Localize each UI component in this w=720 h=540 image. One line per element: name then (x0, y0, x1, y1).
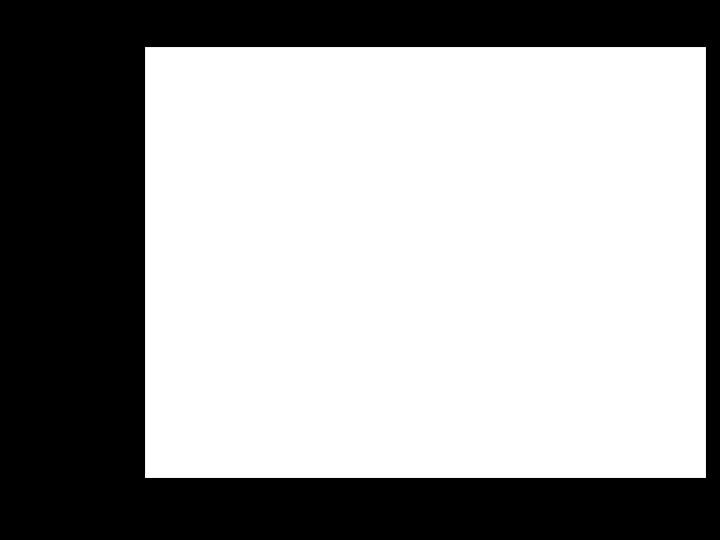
Title: p-Tau / Tau: p-Tau / Tau (599, 371, 639, 380)
Title: IFN-γ: IFN-γ (235, 155, 255, 164)
Bar (448, 111, 485, 134)
Bar (635, 444, 672, 458)
Text: D: D (138, 158, 146, 168)
Text: *: * (277, 91, 281, 99)
Text: A: A (138, 50, 145, 60)
Title: p-Tau: p-Tau (423, 371, 442, 380)
Bar (448, 293, 485, 350)
Bar (192, 455, 230, 458)
Title: 8-OHdG: 8-OHdG (417, 263, 447, 272)
Bar (261, 106, 298, 134)
Text: J: J (325, 374, 328, 384)
Y-axis label: pg/mL: pg/mL (141, 303, 146, 320)
Text: *: * (464, 96, 468, 105)
Bar (379, 207, 417, 242)
Bar (261, 197, 298, 242)
Bar (261, 349, 298, 350)
Text: B: B (325, 50, 333, 60)
Bar (379, 338, 417, 350)
Bar (567, 209, 604, 242)
Bar (448, 456, 485, 458)
Y-axis label: Ratio: Ratio (518, 413, 523, 427)
Y-axis label: pg/mL: pg/mL (146, 411, 151, 428)
Y-axis label: Ratio: Ratio (526, 89, 531, 102)
Y-axis label: ng/mL: ng/mL (338, 195, 343, 212)
Bar (567, 133, 604, 134)
Text: **: ** (462, 162, 470, 171)
Title: IDO: IDO (426, 155, 439, 164)
Bar (448, 176, 485, 242)
Bar (261, 410, 298, 458)
Text: ELSEVIER: ELSEVIER (37, 500, 71, 504)
Text: *: * (277, 390, 281, 399)
Text: Figure 4: Figure 4 (329, 24, 391, 39)
Title: Aβ₄₀: Aβ₄₀ (237, 47, 253, 56)
Bar (567, 452, 604, 458)
Text: H: H (325, 266, 333, 276)
Text: *: * (209, 267, 213, 276)
Text: C: C (512, 50, 519, 60)
Bar (635, 183, 672, 242)
Text: F: F (512, 158, 519, 168)
Title: Tau: Tau (238, 371, 251, 380)
Bar (379, 457, 417, 458)
Text: E: E (325, 158, 332, 168)
Title: Aβ₄₂: Aβ₄₂ (424, 47, 441, 56)
Bar (192, 133, 230, 134)
Y-axis label: pg/mL: pg/mL (145, 87, 150, 104)
Y-axis label: mg/mL: mg/mL (330, 410, 336, 429)
Text: *: * (464, 443, 468, 452)
Text: *: * (464, 278, 468, 286)
Bar (192, 285, 230, 350)
Text: The American Journal of Pathology 2019 189 1435-1450 DOI: (10. 1016/j.ajpath.201: The American Journal of Pathology 2019 1… (112, 491, 370, 504)
Title: QA: QA (614, 155, 625, 164)
Text: I: I (138, 374, 141, 384)
Bar (192, 223, 230, 242)
Text: G: G (138, 266, 145, 276)
Title: TXNIP: TXNIP (234, 263, 256, 272)
Y-axis label: pg/mL: pg/mL (141, 195, 146, 212)
Y-axis label: ng/mL: ng/mL (336, 303, 341, 320)
Bar (635, 80, 672, 134)
Y-axis label: pg/mL: pg/mL (332, 87, 337, 104)
Text: *: * (652, 161, 655, 171)
Text: K: K (512, 374, 520, 384)
Title: Aβ₄₂ / Aβ₄₀: Aβ₄₂ / Aβ₄₀ (600, 47, 639, 56)
Y-axis label: ng/mL: ng/mL (519, 195, 524, 212)
